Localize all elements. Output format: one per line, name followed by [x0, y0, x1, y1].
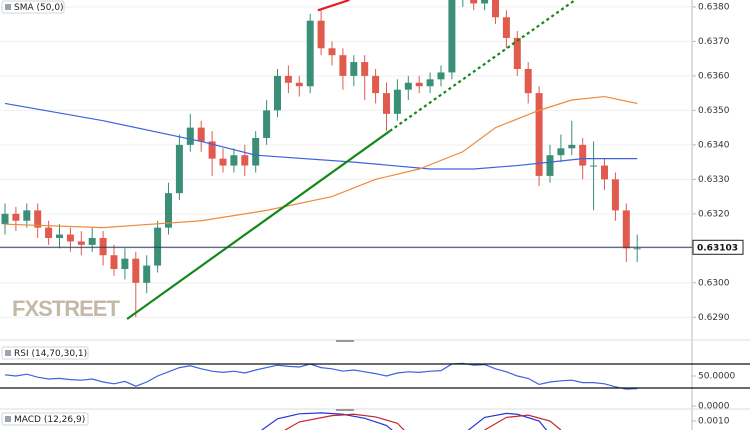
candle-body	[372, 75, 380, 94]
candle-body	[361, 62, 369, 76]
series-line	[4, 102, 638, 170]
candle-body	[448, 0, 456, 73]
candle-body	[175, 144, 183, 194]
candle-body	[295, 82, 303, 87]
candle-body	[34, 210, 42, 228]
candle-body	[611, 179, 619, 211]
candle-body	[350, 62, 358, 76]
candle-body	[154, 227, 162, 266]
candle-body	[252, 137, 260, 166]
candle-body	[502, 17, 510, 38]
candle-body	[404, 82, 412, 90]
candle-body	[546, 155, 554, 176]
candle-body	[601, 165, 608, 180]
candle-body	[579, 144, 587, 166]
panel-title-bg	[1, 0, 65, 14]
y-tick-label: 0.6360	[698, 71, 730, 81]
candle-body	[513, 37, 521, 69]
candle-body	[622, 210, 630, 249]
candle-body	[99, 237, 107, 256]
y-tick-label: 0.6320	[698, 209, 730, 219]
candle-body	[219, 158, 227, 166]
panel-title: RSI (14,70,30,1)	[14, 349, 87, 359]
candle-body	[230, 155, 238, 166]
candle-body	[393, 89, 401, 114]
candle-body	[121, 258, 129, 270]
candle-body	[197, 127, 205, 142]
panel-title: MACD (12,26,9)	[14, 415, 85, 425]
candle-body	[110, 255, 118, 270]
candle-body	[535, 93, 543, 176]
candle-body	[557, 148, 565, 156]
y-tick-label: 0.6290	[698, 313, 730, 323]
watermark: FXSTREET	[12, 296, 120, 321]
candle-body	[45, 227, 53, 238]
last-price-label: 0.63103	[697, 243, 738, 253]
trend-line	[317, 0, 350, 12]
panel	[260, 412, 562, 430]
candle-body	[66, 234, 74, 242]
candle-body	[317, 20, 325, 49]
y-tick-label: 0.6350	[698, 106, 730, 116]
candle-body	[492, 0, 499, 18]
y-tick-label: 0.6370	[698, 37, 730, 47]
candle-body	[437, 72, 445, 80]
panel-title-bg	[1, 346, 89, 360]
candle-body	[23, 210, 31, 221]
candle-body	[633, 248, 641, 250]
candle-body	[165, 193, 172, 228]
candle-body	[415, 82, 423, 87]
panel-title-icon	[5, 416, 11, 422]
series-line	[4, 362, 638, 390]
y-tick-label: 0.0010	[698, 417, 730, 427]
candle-body	[383, 93, 390, 114]
candle-body	[77, 241, 85, 245]
y-tick-label: 0.6340	[698, 140, 730, 150]
candle-body	[208, 141, 216, 159]
series-line	[260, 412, 548, 430]
candle-body	[241, 155, 249, 166]
panel-title-icon	[5, 4, 11, 10]
candle-body	[274, 75, 281, 111]
candle-body	[284, 75, 292, 83]
candle-body	[88, 237, 96, 245]
candle-body	[590, 165, 598, 167]
candle-body	[426, 79, 434, 87]
trend-line	[389, 0, 576, 132]
y-tick-label: 0.0000	[698, 402, 730, 412]
candle-body	[339, 55, 347, 76]
panel-title-bg	[1, 412, 89, 426]
y-tick-label: 0.6380	[698, 2, 730, 12]
candle-body	[524, 68, 532, 94]
candle-body	[470, 0, 478, 4]
panel-title: SMA (50,0)	[14, 3, 64, 13]
candle-body	[186, 127, 194, 145]
candle-body	[132, 258, 140, 283]
panel	[4, 362, 638, 390]
candle-body	[12, 213, 20, 221]
series-line	[284, 413, 562, 430]
candle-body	[328, 48, 336, 56]
last-price-box	[692, 239, 744, 255]
y-tick-label: 50.0000	[698, 372, 735, 382]
y-tick-label: 0.6300	[698, 278, 730, 288]
panel	[0, 0, 692, 320]
y-tick-label: 0.6330	[698, 175, 730, 185]
candle-body	[143, 265, 151, 283]
candle-body	[306, 20, 314, 87]
series-line	[4, 95, 638, 229]
candle-body	[568, 144, 576, 149]
panel-title-icon	[5, 350, 11, 356]
trend-line	[126, 130, 391, 320]
candle-body	[481, 0, 489, 4]
candle-body	[263, 110, 271, 138]
candle-body	[56, 234, 63, 238]
candle-body	[1, 213, 9, 225]
